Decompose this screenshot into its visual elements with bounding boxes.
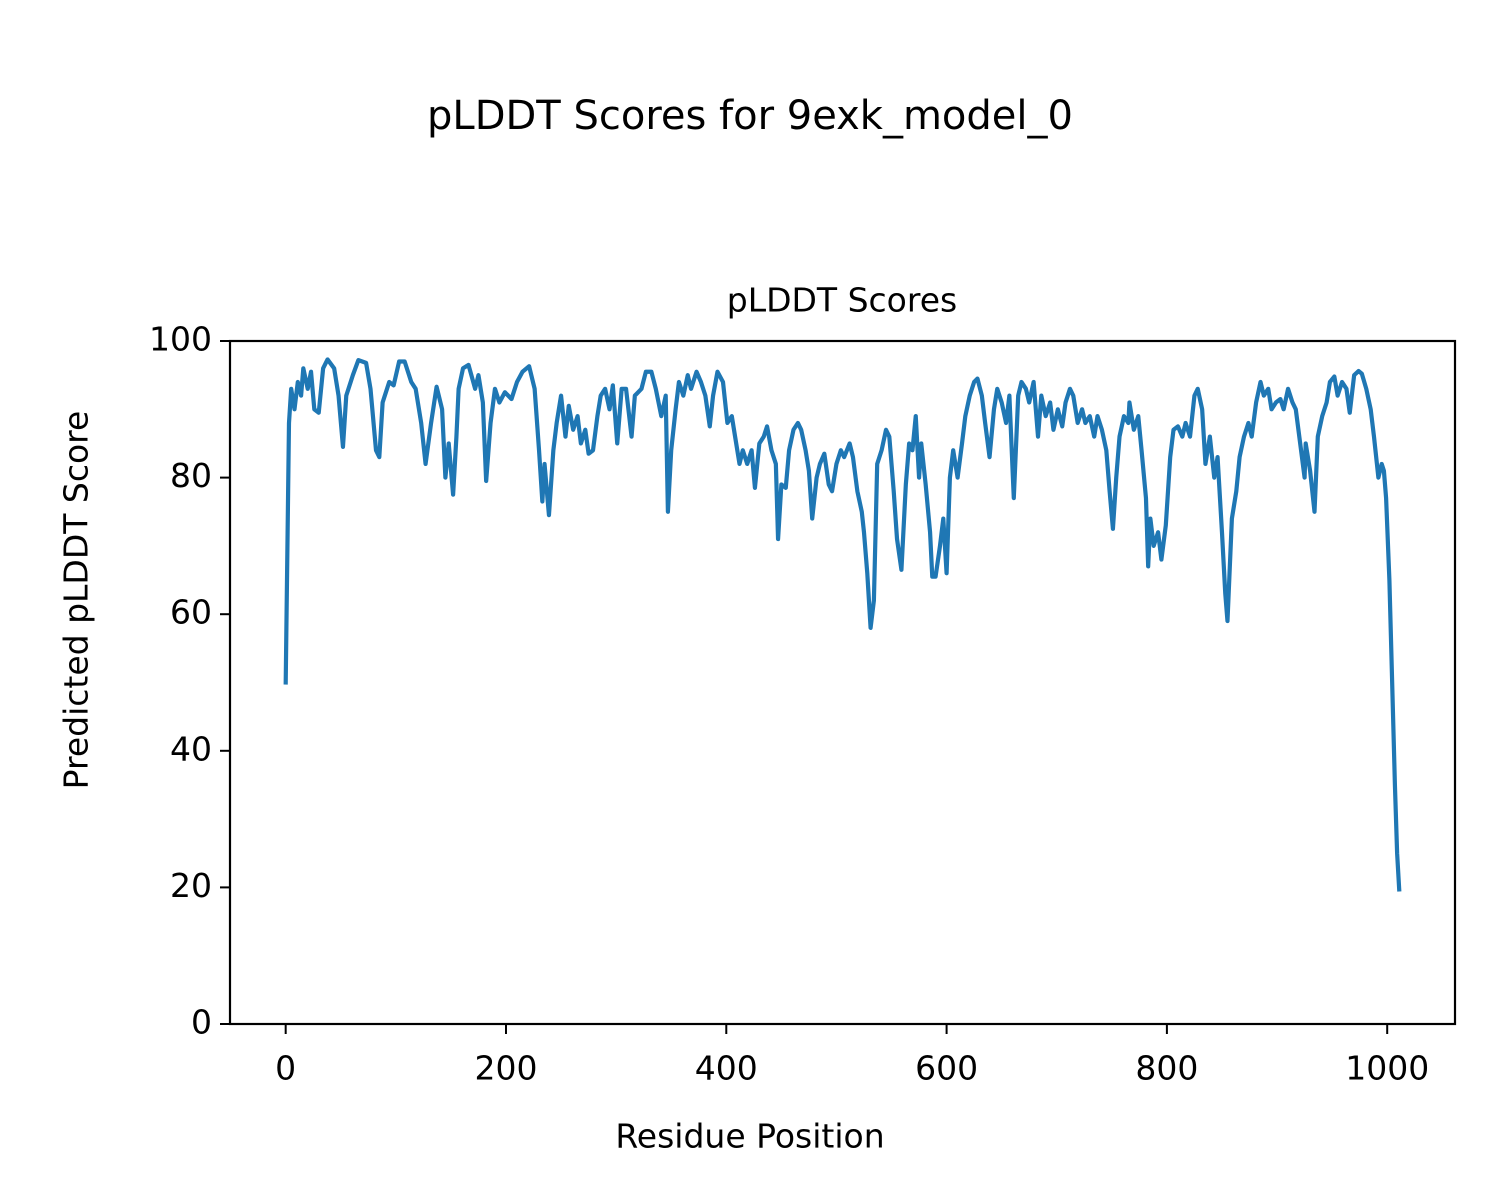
chart-title: pLDDT Scores for 9exk_model_0 bbox=[427, 93, 1073, 139]
y-tick-label: 80 bbox=[170, 456, 212, 495]
y-tick-label: 100 bbox=[149, 320, 212, 359]
x-tick-label: 0 bbox=[275, 1049, 296, 1088]
y-tick-label: 20 bbox=[170, 866, 212, 905]
x-tick-label: 1000 bbox=[1345, 1049, 1429, 1088]
x-axis-label: Residue Position bbox=[615, 1117, 884, 1156]
x-tick-label: 800 bbox=[1135, 1049, 1198, 1088]
x-tick-label: 400 bbox=[695, 1049, 758, 1088]
plot-frame bbox=[228, 339, 1457, 1026]
line-series bbox=[283, 357, 1402, 892]
y-axis-label: Predicted pLDDT Score bbox=[57, 411, 96, 790]
x-tick-label: 200 bbox=[474, 1049, 537, 1088]
x-tick-label: 600 bbox=[915, 1049, 978, 1088]
y-tick-label: 60 bbox=[170, 593, 212, 632]
subtitle: pLDDT Scores bbox=[727, 281, 957, 320]
y-tick-label: 0 bbox=[191, 1003, 212, 1042]
y-tick-label: 40 bbox=[170, 729, 212, 768]
